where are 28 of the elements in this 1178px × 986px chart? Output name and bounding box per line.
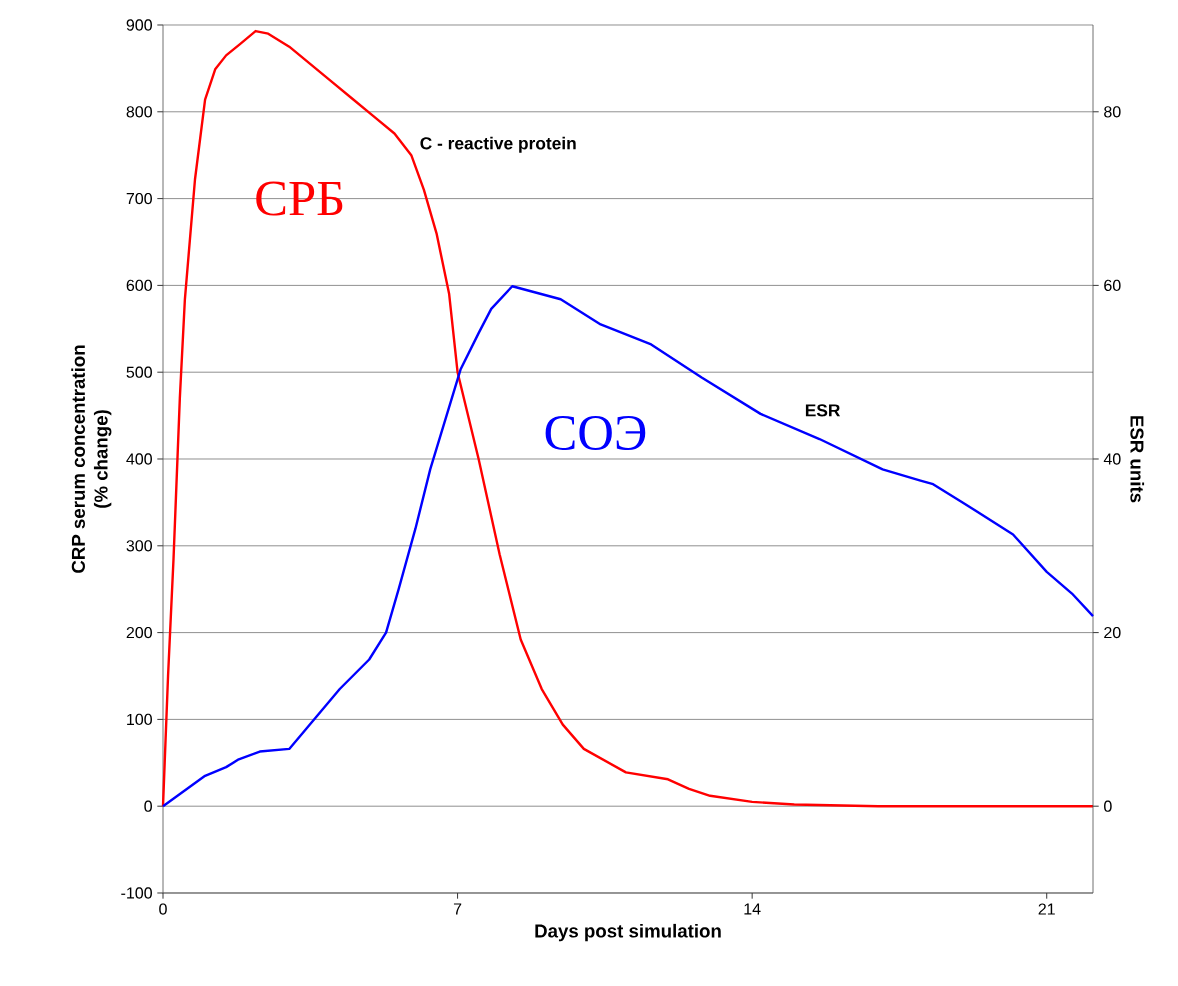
y-tick-label: 600 xyxy=(126,279,152,292)
y-tick-label: 500 xyxy=(126,366,152,378)
line-series xyxy=(161,285,1095,808)
x-tick-label: 7 xyxy=(453,903,462,915)
y2-tick-label: 20 xyxy=(1104,626,1121,639)
y-tick-label: 300 xyxy=(126,540,152,552)
annotation: ESR xyxy=(805,404,841,417)
y-tick-label: 800 xyxy=(126,106,152,118)
series-label: СОЭ xyxy=(545,415,646,450)
y2-tick-label: 60 xyxy=(1104,279,1121,292)
y-tick-label: 200 xyxy=(126,626,152,639)
annotation: C - reactive protein xyxy=(420,136,576,153)
y-tick-label: 100 xyxy=(127,713,152,726)
y2-axis-title: ESR units xyxy=(1130,416,1145,503)
y2-tick-label: 0 xyxy=(1104,800,1112,812)
series-label: СРБ xyxy=(256,181,343,216)
y-tick-label: 900 xyxy=(126,19,152,31)
y-axis-title: CRP serum concentration (% change) xyxy=(71,345,112,573)
y-tick-label: 700 xyxy=(126,192,152,205)
x-tick-label: 14 xyxy=(744,903,761,915)
y2-tick-label: 80 xyxy=(1104,106,1121,118)
y-tick-label: -100 xyxy=(121,887,152,899)
y2-tick-label: 40 xyxy=(1103,453,1121,465)
y-tick-label: 400 xyxy=(126,453,152,465)
x-tick-label: 0 xyxy=(159,903,167,915)
x-axis-title: Days post simulation xyxy=(535,923,721,942)
x-tick-label: 21 xyxy=(1038,903,1055,915)
y-tick-label: 0 xyxy=(144,800,152,812)
